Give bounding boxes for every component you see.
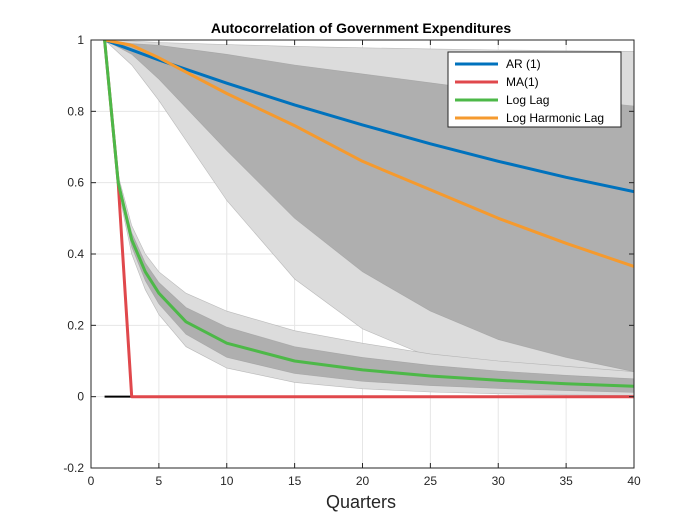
legend-label-loglag: Log Lag (506, 93, 549, 107)
y-tick-label: 0.2 (67, 318, 84, 332)
series-line-logharm (103, 40, 634, 268)
legend-label-ma1: MA(1) (506, 75, 539, 89)
legend-label-logharm: Log Harmonic Lag (506, 111, 604, 125)
x-tick-label: 30 (492, 474, 506, 488)
x-tick-label: 25 (424, 474, 438, 488)
x-tick-label: 35 (559, 474, 573, 488)
series-line-ar1 (103, 40, 634, 194)
x-tick-label: 40 (627, 474, 641, 488)
y-tick-label: -0.2 (63, 461, 84, 475)
legend-label-ar1: AR (1) (506, 57, 541, 71)
y-tick-label: 0.6 (67, 176, 84, 190)
y-tick-label: 0 (77, 390, 84, 404)
x-tick-label: 15 (288, 474, 302, 488)
legend: AR (1) MA(1) Log Lag Log Harmonic Lag (447, 51, 622, 128)
x-tick-label: 20 (356, 474, 370, 488)
x-tick-label: 5 (156, 474, 163, 488)
x-tick-label: 0 (88, 474, 95, 488)
confidence-band-outer (104, 40, 634, 396)
series-line-loglag (103, 40, 634, 388)
chart-title: Autocorrelation of Government Expenditur… (211, 20, 511, 36)
x-tick-label: 10 (220, 474, 234, 488)
y-tick-label: 0.4 (67, 247, 84, 261)
confidence-band-inner (104, 40, 634, 393)
y-tick-label: 1 (77, 33, 84, 47)
x-axis-label: Quarters (326, 492, 396, 512)
y-tick-label: 0.8 (67, 104, 84, 118)
